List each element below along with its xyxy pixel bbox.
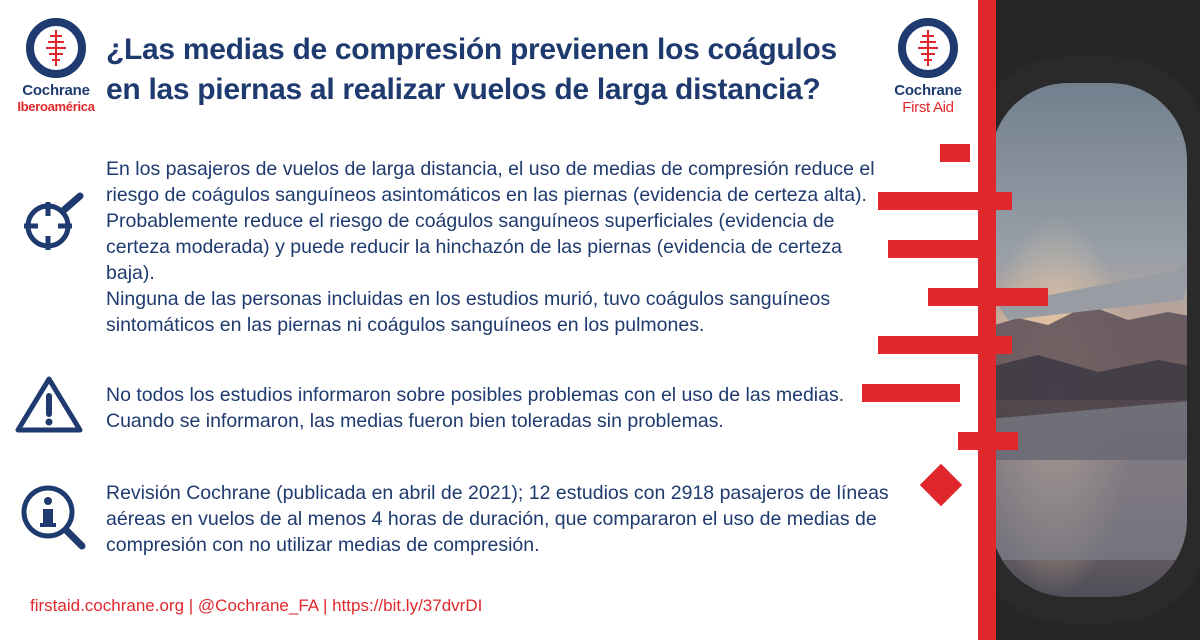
decorative-red-bar bbox=[978, 0, 996, 640]
warning-section: No todos los estudios informaron sobre p… bbox=[106, 384, 845, 432]
info-section: Revisión Cochrane (publicada en abril de… bbox=[106, 482, 889, 556]
decorative-tick bbox=[878, 192, 1012, 210]
cochrane-logo-icon bbox=[898, 18, 958, 78]
airplane-window-photo bbox=[978, 0, 1200, 640]
decorative-tick bbox=[940, 144, 970, 162]
window-view-image bbox=[978, 0, 1200, 640]
cochrane-logo-icon bbox=[26, 18, 86, 78]
decorative-tick bbox=[862, 384, 960, 402]
findings-paragraph: En los pasajeros de vuelos de larga dist… bbox=[106, 158, 875, 284]
decorative-tick bbox=[928, 288, 1048, 306]
footer-separator: | bbox=[322, 596, 328, 615]
decorative-tick bbox=[888, 240, 988, 258]
cochrane-first-aid-logo: Cochrane First Aid bbox=[878, 16, 978, 116]
findings-section: En los pasajeros de vuelos de larga dist… bbox=[106, 156, 886, 338]
findings-paragraph: Ninguna de las personas incluidas en los… bbox=[106, 288, 831, 336]
footer: firstaid.cochrane.org | @Cochrane_FA | h… bbox=[30, 596, 482, 616]
decorative-tick bbox=[878, 336, 1012, 354]
footer-twitter-handle[interactable]: @Cochrane_FA bbox=[197, 596, 319, 615]
decorative-tick bbox=[958, 432, 1018, 450]
cochrane-iberoamerica-logo: Cochrane Iberoamérica bbox=[6, 16, 106, 114]
logo-name: Cochrane bbox=[894, 82, 962, 99]
footer-short-link[interactable]: https://bit.ly/37dvrDI bbox=[332, 596, 483, 615]
target-magnifier-icon bbox=[22, 192, 86, 261]
logo-name: Cochrane bbox=[22, 82, 90, 99]
footer-separator: | bbox=[188, 596, 194, 615]
info-magnifier-icon bbox=[18, 482, 88, 557]
page-title: ¿Las medias de compresión previenen los … bbox=[106, 33, 837, 106]
warning-icon bbox=[14, 374, 84, 439]
decorative-diamond bbox=[919, 463, 963, 507]
footer-site-link[interactable]: firstaid.cochrane.org bbox=[30, 596, 185, 615]
logo-subtitle: Iberoamérica bbox=[17, 99, 95, 114]
logo-subtitle: First Aid bbox=[902, 99, 954, 116]
